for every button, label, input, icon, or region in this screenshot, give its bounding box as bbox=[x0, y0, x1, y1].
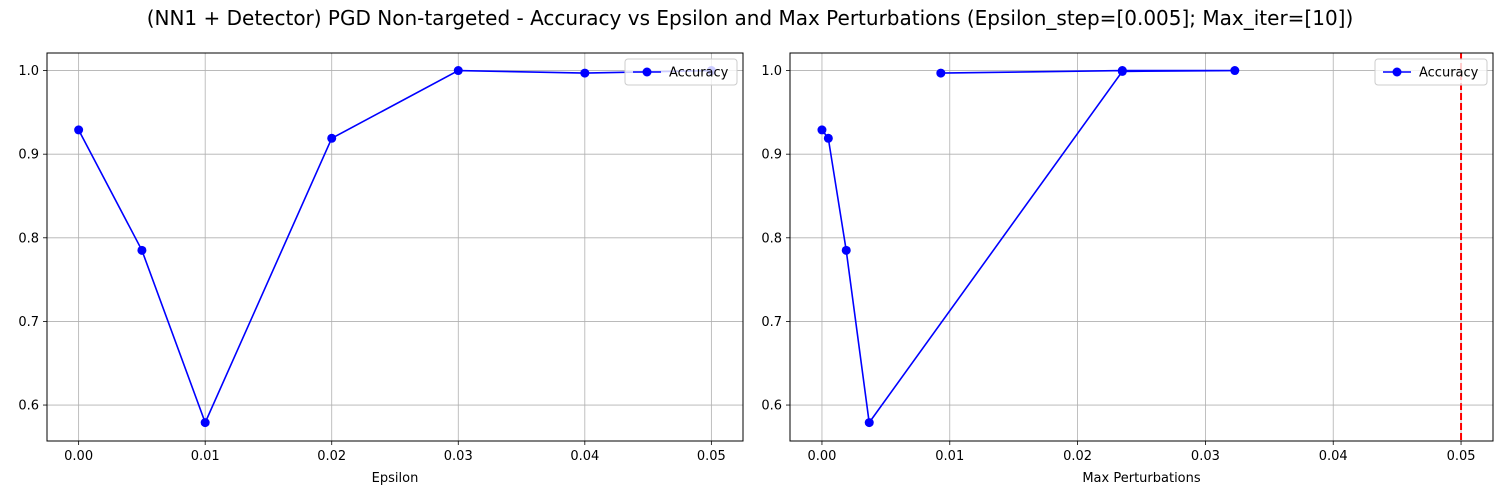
x-tick-label: 0.03 bbox=[444, 449, 473, 464]
legend-label: Accuracy bbox=[1419, 66, 1479, 81]
y-tick-label: 0.7 bbox=[761, 315, 782, 330]
y-tick-label: 1.0 bbox=[18, 64, 39, 79]
x-tick-label: 0.05 bbox=[1447, 449, 1476, 464]
x-axis-label: Max Perturbations bbox=[1082, 471, 1201, 486]
x-tick-label: 0.04 bbox=[1319, 449, 1348, 464]
x-tick-label: 0.01 bbox=[191, 449, 220, 464]
y-tick-label: 0.9 bbox=[761, 148, 782, 163]
y-tick-label: 1.0 bbox=[761, 64, 782, 79]
data-point bbox=[453, 66, 463, 76]
x-tick-label: 0.01 bbox=[935, 449, 964, 464]
data-point bbox=[1230, 66, 1240, 76]
data-point bbox=[74, 125, 84, 135]
x-tick-label: 0.05 bbox=[697, 449, 726, 464]
legend-box bbox=[1374, 58, 1488, 86]
data-point bbox=[580, 68, 590, 78]
legend-label: Accuracy bbox=[669, 66, 729, 81]
axes-frame bbox=[789, 52, 1494, 442]
x-tick-label: 0.00 bbox=[807, 449, 836, 464]
legend: Accuracy bbox=[1374, 58, 1488, 86]
legend-marker bbox=[642, 67, 652, 77]
x-tick-label: 0.02 bbox=[1063, 449, 1092, 464]
x-axis-label: Epsilon bbox=[372, 471, 419, 486]
y-tick-label: 0.8 bbox=[18, 231, 39, 246]
data-point bbox=[823, 133, 833, 143]
x-tick-label: 0.03 bbox=[1191, 449, 1220, 464]
y-tick-label: 0.7 bbox=[18, 315, 39, 330]
y-tick-label: 0.6 bbox=[761, 399, 782, 414]
figure-title: (NN1 + Detector) PGD Non-targeted - Accu… bbox=[146, 6, 1354, 30]
series-line-accuracy bbox=[77, 69, 712, 425]
data-point bbox=[936, 68, 946, 78]
legend-marker bbox=[1392, 67, 1402, 77]
x-tick-label: 0.04 bbox=[570, 449, 599, 464]
y-tick-label: 0.8 bbox=[761, 231, 782, 246]
data-point bbox=[327, 133, 337, 143]
y-tick-label: 0.9 bbox=[18, 148, 39, 163]
data-point bbox=[200, 418, 210, 428]
data-point bbox=[864, 418, 874, 428]
x-tick-label: 0.02 bbox=[317, 449, 346, 464]
axes-frame bbox=[46, 52, 744, 442]
x-tick-label: 0.00 bbox=[64, 449, 93, 464]
chart-panel-2: 0.00 0.01 0.02 0.03 0.04 0.05 0.6 0.7 0.8 0.9 1.0 M… bbox=[761, 52, 1494, 486]
data-point bbox=[817, 125, 827, 135]
data-point bbox=[841, 245, 851, 255]
data-point bbox=[137, 245, 147, 255]
data-point bbox=[1117, 66, 1127, 76]
chart-panel-1: 0.00 0.01 0.02 0.03 0.04 0.05 0.6 0.7 0.8 0.9 1.0 E… bbox=[18, 52, 744, 486]
legend: Accuracy bbox=[624, 58, 738, 86]
series-line-accuracy bbox=[821, 69, 1235, 425]
y-tick-label: 0.6 bbox=[18, 399, 39, 414]
legend-box bbox=[624, 58, 738, 86]
